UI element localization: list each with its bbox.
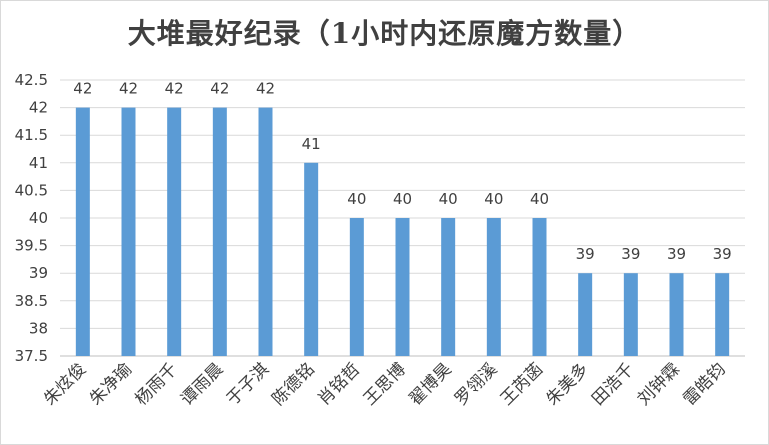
data-label: 42 <box>119 80 138 98</box>
bar <box>121 107 136 356</box>
bar <box>669 273 684 356</box>
data-label: 40 <box>439 190 458 208</box>
x-tick-label: 谭雨晨 <box>177 359 227 409</box>
x-tick-label: 王思博 <box>360 359 410 409</box>
x-tick-label: 于子淇 <box>223 359 273 409</box>
x-tick-label: 翟博昊 <box>405 359 455 409</box>
x-tick-label: 杨雨千 <box>131 359 181 409</box>
bar <box>532 218 547 356</box>
bar <box>578 273 593 356</box>
bar <box>715 273 730 356</box>
x-tick-label: 陈德铭 <box>268 359 318 409</box>
y-tick-label: 40 <box>29 209 48 227</box>
data-label: 40 <box>530 190 549 208</box>
x-tick-label: 朱炫俊 <box>40 359 90 409</box>
y-tick-label: 39.5 <box>15 237 48 255</box>
x-tick-label: 刘钟霖 <box>634 359 684 409</box>
bar <box>395 218 410 356</box>
bar <box>441 218 456 356</box>
data-label: 41 <box>302 135 321 153</box>
data-label: 39 <box>576 245 595 263</box>
data-label: 42 <box>165 80 184 98</box>
y-tick-label: 39 <box>29 264 48 282</box>
y-tick-label: 37.5 <box>15 347 48 365</box>
data-label: 42 <box>210 80 229 98</box>
y-tick-label: 42 <box>29 99 48 117</box>
y-tick-label: 41.5 <box>15 126 48 144</box>
y-tick-label: 40.5 <box>15 181 48 199</box>
bar <box>486 218 501 356</box>
data-label: 42 <box>256 80 275 98</box>
chart-title: 大堆最好纪录（1小时内还原魔方数量） <box>127 17 642 50</box>
x-tick-label: 朱美多 <box>542 359 592 409</box>
data-label: 39 <box>667 245 686 263</box>
x-tick-label: 王芮菡 <box>497 359 547 409</box>
x-tick-label: 朱净瑜 <box>86 359 136 409</box>
data-label: 39 <box>713 245 732 263</box>
data-label: 40 <box>484 190 503 208</box>
data-label: 40 <box>347 190 366 208</box>
y-tick-label: 41 <box>29 154 48 172</box>
y-tick-label: 42.5 <box>15 71 48 89</box>
bar <box>349 218 364 356</box>
x-tick-label: 罗翎溪 <box>451 359 501 409</box>
x-tick-label: 雷皓钧 <box>679 359 729 409</box>
x-tick-label: 田浩千 <box>588 359 638 409</box>
y-tick-label: 38.5 <box>15 292 48 310</box>
bar <box>75 107 90 356</box>
bar <box>167 107 182 356</box>
x-tick-label: 肖铭哲 <box>314 359 364 409</box>
bar <box>304 162 319 356</box>
data-label: 39 <box>621 245 640 263</box>
bar <box>258 107 273 356</box>
y-tick-label: 38 <box>29 319 48 337</box>
bar <box>623 273 638 356</box>
bar <box>212 107 227 356</box>
data-label: 42 <box>73 80 92 98</box>
data-label: 40 <box>393 190 412 208</box>
